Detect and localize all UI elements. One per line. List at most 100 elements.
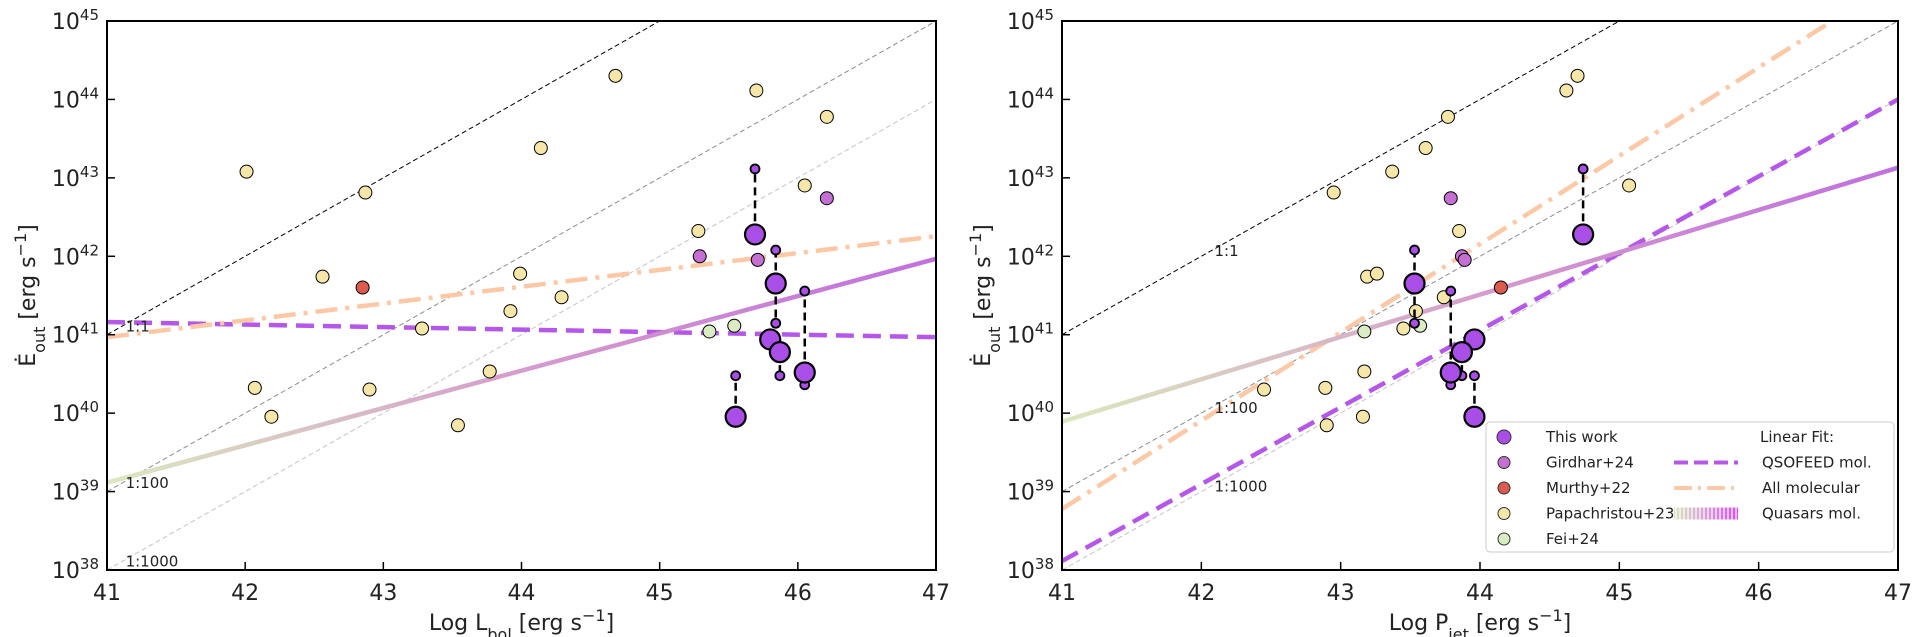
data-point [1493,280,1508,295]
y-tick-label: 1042 [52,241,99,270]
y-tick-base: 10 [1007,245,1035,270]
fit-line [1062,97,1898,564]
y-tick-label: 1042 [1007,241,1054,270]
x-axis-label-part: [erg s [1469,611,1539,636]
y-tick-base: 10 [1007,10,1035,35]
data-point [1319,418,1334,433]
x-axis-label-part: [erg s [512,611,582,636]
limit-point [770,244,782,256]
data-point [503,304,518,319]
x-axis-label-part: −1 [1539,606,1563,625]
data-point [1403,272,1426,295]
y-tick-base: 10 [52,324,80,349]
x-axis-label-part: bol [487,625,511,637]
legend-marker [1497,532,1511,546]
y-tick-base: 10 [52,245,80,270]
data-point [743,223,767,246]
data-point [819,191,834,206]
y-tick-exp: 44 [1035,84,1054,102]
legend-title: Linear Fit: [1760,428,1834,446]
legend-label: Papachristou+23 [1546,505,1674,523]
y-tick-exp: 38 [1035,555,1054,573]
y-tick-base: 10 [1007,402,1035,427]
data-point [1443,191,1458,206]
data-point [1355,409,1370,424]
x-tick-label: 47 [922,581,950,606]
data-point [724,405,747,428]
limit-point [1409,244,1420,256]
data-point [247,380,262,395]
x-tick-label: 43 [369,581,397,606]
y-tick-base: 10 [52,167,80,192]
data-point [264,409,279,424]
legend-label: Murthy+22 [1546,479,1631,497]
ratio-label: 1:100 [126,474,169,492]
y-tick-label: 1045 [52,6,99,35]
legend-label: Fei+24 [1546,530,1599,548]
legend-marker [1496,429,1512,445]
x-tick-label: 43 [1327,581,1355,606]
data-point [239,164,254,179]
data-point [768,341,791,364]
y-tick-exp: 40 [80,398,99,416]
y-tick-base: 10 [1007,481,1035,506]
legend-marker [1497,507,1511,520]
limit-point [770,317,782,329]
data-point [1439,361,1462,384]
data-point [1572,223,1595,246]
axes-frame [1061,20,1899,571]
limit-point [774,370,786,382]
ratio-label: 1:100 [1214,399,1257,417]
limit-point [1409,317,1420,329]
y-tick-label: 1041 [52,320,99,349]
data-point [692,249,707,264]
y-axis-label-part: [erg s [971,256,996,326]
data-point [1385,164,1400,179]
data-point [1357,364,1372,379]
fit-line [107,319,936,340]
data-point [1369,266,1384,281]
x-tick-label: 47 [1884,581,1912,606]
y-axis-label: Ėout [erg s−1] [966,224,1004,367]
ratio-line [107,21,661,336]
y-axis-label-part: Ė [970,353,996,367]
legend-label: Girdhar+24 [1546,454,1634,472]
y-tick-base: 10 [52,10,80,35]
fit-line [107,234,936,340]
data-point [362,382,377,397]
y-tick-label: 1043 [1007,163,1054,192]
data-point [1452,224,1467,239]
data-point [1440,109,1455,124]
y-tick-exp: 45 [1035,6,1054,24]
data-point [691,224,706,239]
ratio-line [107,21,936,493]
data-point [358,185,373,200]
data-point [1408,304,1423,319]
fit-line [1062,21,1837,511]
x-tick-label: 41 [1048,581,1076,606]
y-axis-label-part: Ė [15,353,41,367]
y-axis-label-part: ] [16,224,41,233]
limit-point [749,163,761,175]
data-point [1450,341,1473,364]
y-tick-base: 10 [52,559,80,584]
x-tick-label: 44 [508,581,536,606]
x-tick-label: 46 [1745,581,1773,606]
y-tick-label: 1039 [52,477,99,506]
legend-label: QSOFEED mol. [1762,454,1872,472]
x-axis-label-part: jet [1447,625,1469,637]
x-axis-label-part: Log P [1389,611,1449,636]
data-point [450,418,465,433]
ratio-label: 1:1000 [126,553,179,571]
y-tick-exp: 45 [80,6,99,24]
y-axis-label-part: −1 [966,233,985,257]
plot-area [107,21,936,570]
data-point [1396,321,1411,336]
x-axis-label: Log Lbol [erg s−1] [429,606,614,637]
data-point [513,266,528,281]
legend-label: All molecular [1762,479,1861,497]
y-tick-exp: 42 [80,241,99,259]
y-tick-exp: 39 [80,477,99,495]
y-tick-base: 10 [1007,88,1035,113]
